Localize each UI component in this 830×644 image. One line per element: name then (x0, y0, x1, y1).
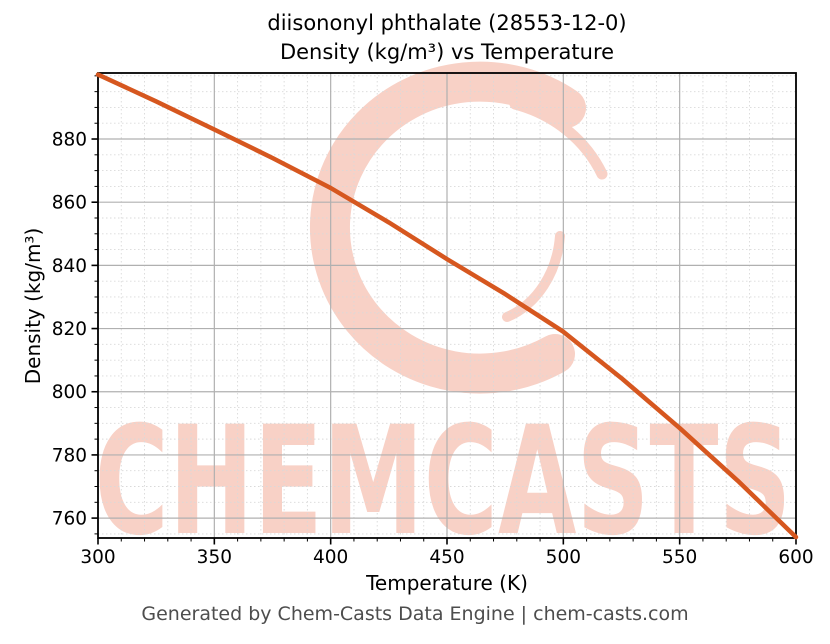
y-axis-title: Density (kg/m³) (21, 227, 45, 385)
y-tick-label: 760 (52, 509, 87, 530)
x-tick-label: 500 (546, 547, 581, 568)
y-tick-label: 840 (52, 256, 87, 277)
data-curve-layer (95, 72, 799, 540)
y-tick-label: 800 (52, 382, 87, 403)
x-tick-label: 550 (662, 547, 697, 568)
x-tick-label: 600 (778, 547, 813, 568)
footer-credit: Generated by Chem-Casts Data Engine | ch… (141, 603, 689, 625)
y-tick-label: 820 (52, 319, 87, 340)
x-tick-label: 350 (197, 547, 232, 568)
chart-title: diisononyl phthalate (28553-12-0) Densit… (98, 9, 796, 67)
logo-brush-arc-main (309, 61, 586, 394)
y-tick-label: 880 (52, 130, 87, 151)
density-curve (95, 72, 799, 540)
x-tick-label: 300 (80, 547, 115, 568)
chart-title-line2: Density (kg/m³) vs Temperature (279, 40, 615, 64)
x-tick-label: 450 (429, 547, 464, 568)
x-axis-title: Temperature (K) (366, 571, 528, 595)
y-tick-label: 780 (52, 445, 87, 466)
x-tick-label: 400 (313, 547, 348, 568)
watermark-text: CHEMCASTS (95, 395, 792, 569)
logo-brush-arc-right (502, 231, 565, 322)
y-tick-label: 860 (52, 193, 87, 214)
tick-labels: 300 350 400 450 500 550 600 760 780 800 820 840 860 8… (52, 130, 814, 568)
chart-title-line1: diisononyl phthalate (28553-12-0) (267, 11, 627, 35)
logo-brush-arc-top (509, 98, 608, 180)
